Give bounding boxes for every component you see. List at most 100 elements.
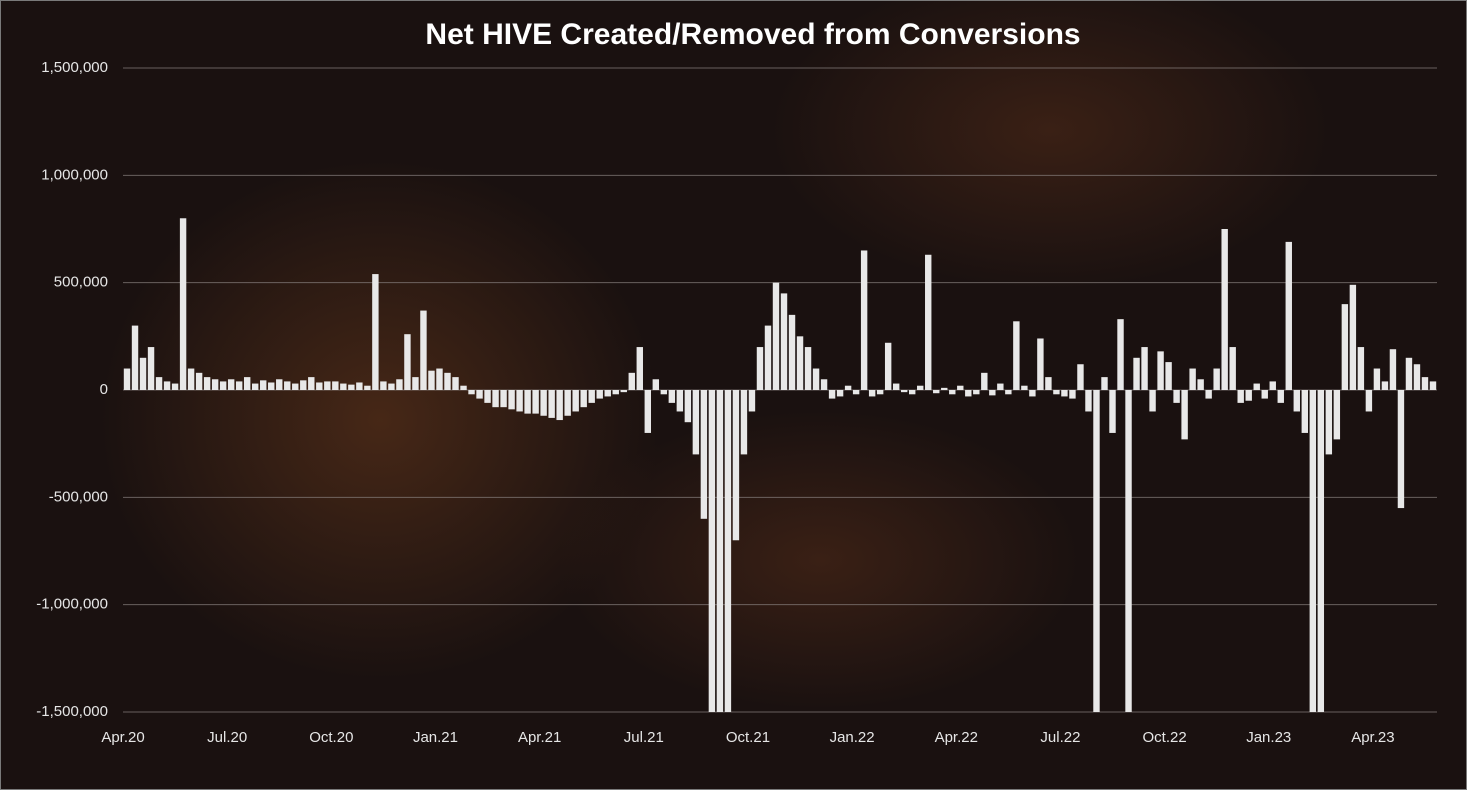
bar [660,390,668,395]
bar [1261,390,1268,399]
bar [1277,390,1284,403]
bar [1133,357,1140,390]
bar [1269,381,1276,390]
x-tick-label: Apr.22 [935,729,978,746]
bar [868,390,876,397]
y-tick-label: 0 [100,381,108,398]
bar [1389,349,1397,390]
bar [428,370,435,390]
bar [203,377,211,390]
bar [332,381,339,390]
bar [284,381,291,390]
bar [1101,377,1108,390]
bar [572,390,579,412]
bar [316,382,323,390]
bar [476,390,483,399]
bar [404,334,411,390]
bar [380,381,387,390]
bar [1173,390,1180,403]
bar [1061,390,1068,397]
bar [179,218,187,390]
bar [500,390,507,408]
bar [1005,390,1012,395]
bar [989,390,996,396]
bar [1053,390,1060,395]
bar [484,390,491,403]
bar [973,390,980,395]
bar [492,390,499,408]
background-glow [100,160,660,680]
bar [187,368,195,390]
bar [1109,390,1116,433]
bar [732,390,740,541]
x-tick-label: Jul.20 [207,729,247,746]
bar [540,390,547,416]
bar [860,250,868,390]
bar [1325,390,1333,455]
bar [748,390,756,412]
bar [1357,347,1365,390]
bar [460,385,467,390]
bar [981,372,988,390]
bar [1365,390,1373,412]
x-tick-label: Apr.23 [1351,729,1394,746]
bar [1213,368,1220,390]
x-tick-label: Apr.20 [101,729,144,746]
bar [604,390,611,397]
bar [1381,381,1389,390]
bar [933,390,940,394]
bar [917,385,924,390]
bar [836,390,844,397]
bar [876,390,884,395]
bar [628,372,635,390]
x-tick-label: Oct.21 [726,729,770,746]
bar [949,390,956,395]
bar [508,390,515,410]
bar [580,390,587,408]
x-tick-label: Oct.22 [1142,729,1186,746]
bar [852,390,860,395]
bar [1413,364,1421,390]
bar [652,379,660,390]
bar [1165,362,1172,390]
x-tick-label: Jan.21 [413,729,458,746]
bar [452,377,459,390]
bar [1149,390,1156,412]
bar [524,390,531,414]
bar [1037,338,1044,390]
bar [941,387,948,390]
bar [364,385,371,390]
bar [828,390,836,399]
bar [1189,368,1196,390]
bar [1157,351,1164,390]
bar [900,390,908,393]
bar [219,381,227,390]
bar [548,390,555,418]
bar [844,385,852,390]
bar [243,377,251,390]
bar [1021,385,1028,390]
bar [1141,347,1148,390]
bar [348,384,355,390]
bar [908,390,916,395]
bar [965,390,972,397]
bar [1405,357,1413,390]
bar [588,390,595,403]
x-tick-label: Jul.22 [1040,729,1080,746]
bar [1421,377,1429,390]
bar [1301,390,1309,433]
bar [1013,321,1020,390]
bar [1317,390,1325,712]
bar [468,390,475,395]
bar [636,347,643,390]
bar [700,390,708,519]
bar [716,390,724,712]
bar [820,379,828,390]
bar [1125,390,1132,712]
bar [516,390,523,412]
bar [268,382,275,390]
bar [564,390,571,416]
bar [1229,347,1236,390]
bar [892,383,900,390]
bar [925,254,932,390]
